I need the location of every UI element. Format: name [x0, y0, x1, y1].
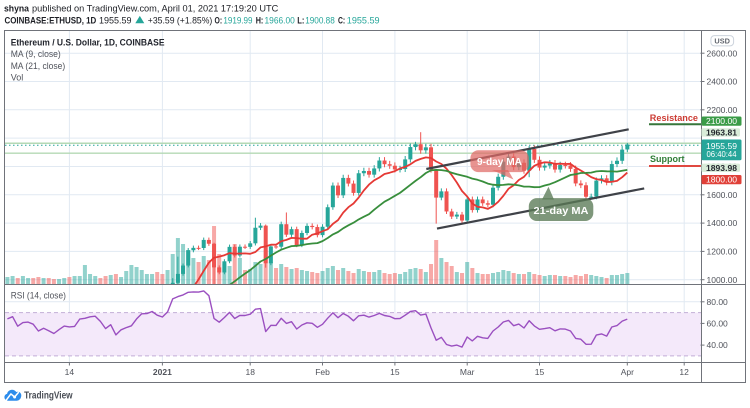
svg-text:15: 15	[535, 367, 545, 377]
svg-text:MA (9, close): MA (9, close)	[11, 49, 61, 59]
svg-text:RSI (14, close): RSI (14, close)	[11, 291, 66, 301]
svg-text:2600.00: 2600.00	[707, 48, 738, 58]
svg-text:12: 12	[679, 367, 689, 377]
svg-text:COINBASE:ETHUSD, 1D: COINBASE:ETHUSD, 1D	[5, 15, 97, 25]
svg-text:1400.00: 1400.00	[707, 218, 738, 228]
svg-text:C:: C:	[338, 15, 345, 25]
svg-text:06:40:44: 06:40:44	[707, 150, 738, 159]
svg-text:1966.00: 1966.00	[265, 15, 295, 25]
svg-text:MA (21, close): MA (21, close)	[11, 61, 66, 71]
svg-text:1955.59: 1955.59	[99, 15, 132, 25]
svg-text:H:: H:	[256, 15, 264, 25]
svg-text:1900.88: 1900.88	[305, 15, 335, 25]
svg-text:L:: L:	[297, 15, 304, 25]
svg-text:15: 15	[390, 367, 400, 377]
svg-text:1600.00: 1600.00	[707, 190, 738, 200]
svg-text:+35.59 (+1.85%): +35.59 (+1.85%)	[148, 15, 213, 25]
svg-text:9-day MA: 9-day MA	[477, 157, 523, 168]
svg-text:21-day MA: 21-day MA	[534, 206, 590, 217]
svg-text:1893.98: 1893.98	[706, 163, 737, 173]
svg-text:Support: Support	[650, 154, 685, 164]
svg-text:shyna: shyna	[4, 4, 30, 14]
svg-text:1800.00: 1800.00	[706, 175, 737, 185]
svg-text:TradingView: TradingView	[24, 390, 73, 401]
svg-text:2400.00: 2400.00	[707, 77, 738, 87]
svg-text:Ethereum / U.S. Dollar, 1D, CO: Ethereum / U.S. Dollar, 1D, COINBASE	[11, 38, 165, 48]
svg-text:1955.59: 1955.59	[706, 141, 737, 151]
svg-text:Apr: Apr	[621, 367, 634, 377]
svg-text:O:: O:	[215, 15, 223, 25]
svg-text:18: 18	[245, 367, 255, 377]
svg-text:Resistance: Resistance	[650, 113, 698, 123]
svg-text:1200.00: 1200.00	[707, 246, 738, 256]
svg-text:Mar: Mar	[460, 367, 475, 377]
svg-text:1955.59: 1955.59	[347, 15, 380, 25]
svg-text:1963.81: 1963.81	[706, 128, 737, 138]
svg-text:2200.00: 2200.00	[707, 105, 738, 115]
svg-text:1000.00: 1000.00	[707, 275, 738, 285]
svg-text:40.00: 40.00	[707, 340, 729, 350]
svg-text:USD: USD	[714, 38, 730, 45]
svg-text:1919.99: 1919.99	[223, 15, 252, 25]
svg-text:Vol: Vol	[11, 72, 24, 82]
svg-text:14: 14	[65, 367, 75, 377]
svg-text:Feb: Feb	[315, 367, 330, 377]
svg-text:2021: 2021	[153, 367, 172, 377]
svg-text:2100.00: 2100.00	[706, 116, 737, 126]
svg-text:80.00: 80.00	[707, 297, 729, 307]
svg-text:published on TradingView.com,: published on TradingView.com, April 01, …	[32, 4, 279, 14]
svg-text:60.00: 60.00	[707, 319, 729, 329]
